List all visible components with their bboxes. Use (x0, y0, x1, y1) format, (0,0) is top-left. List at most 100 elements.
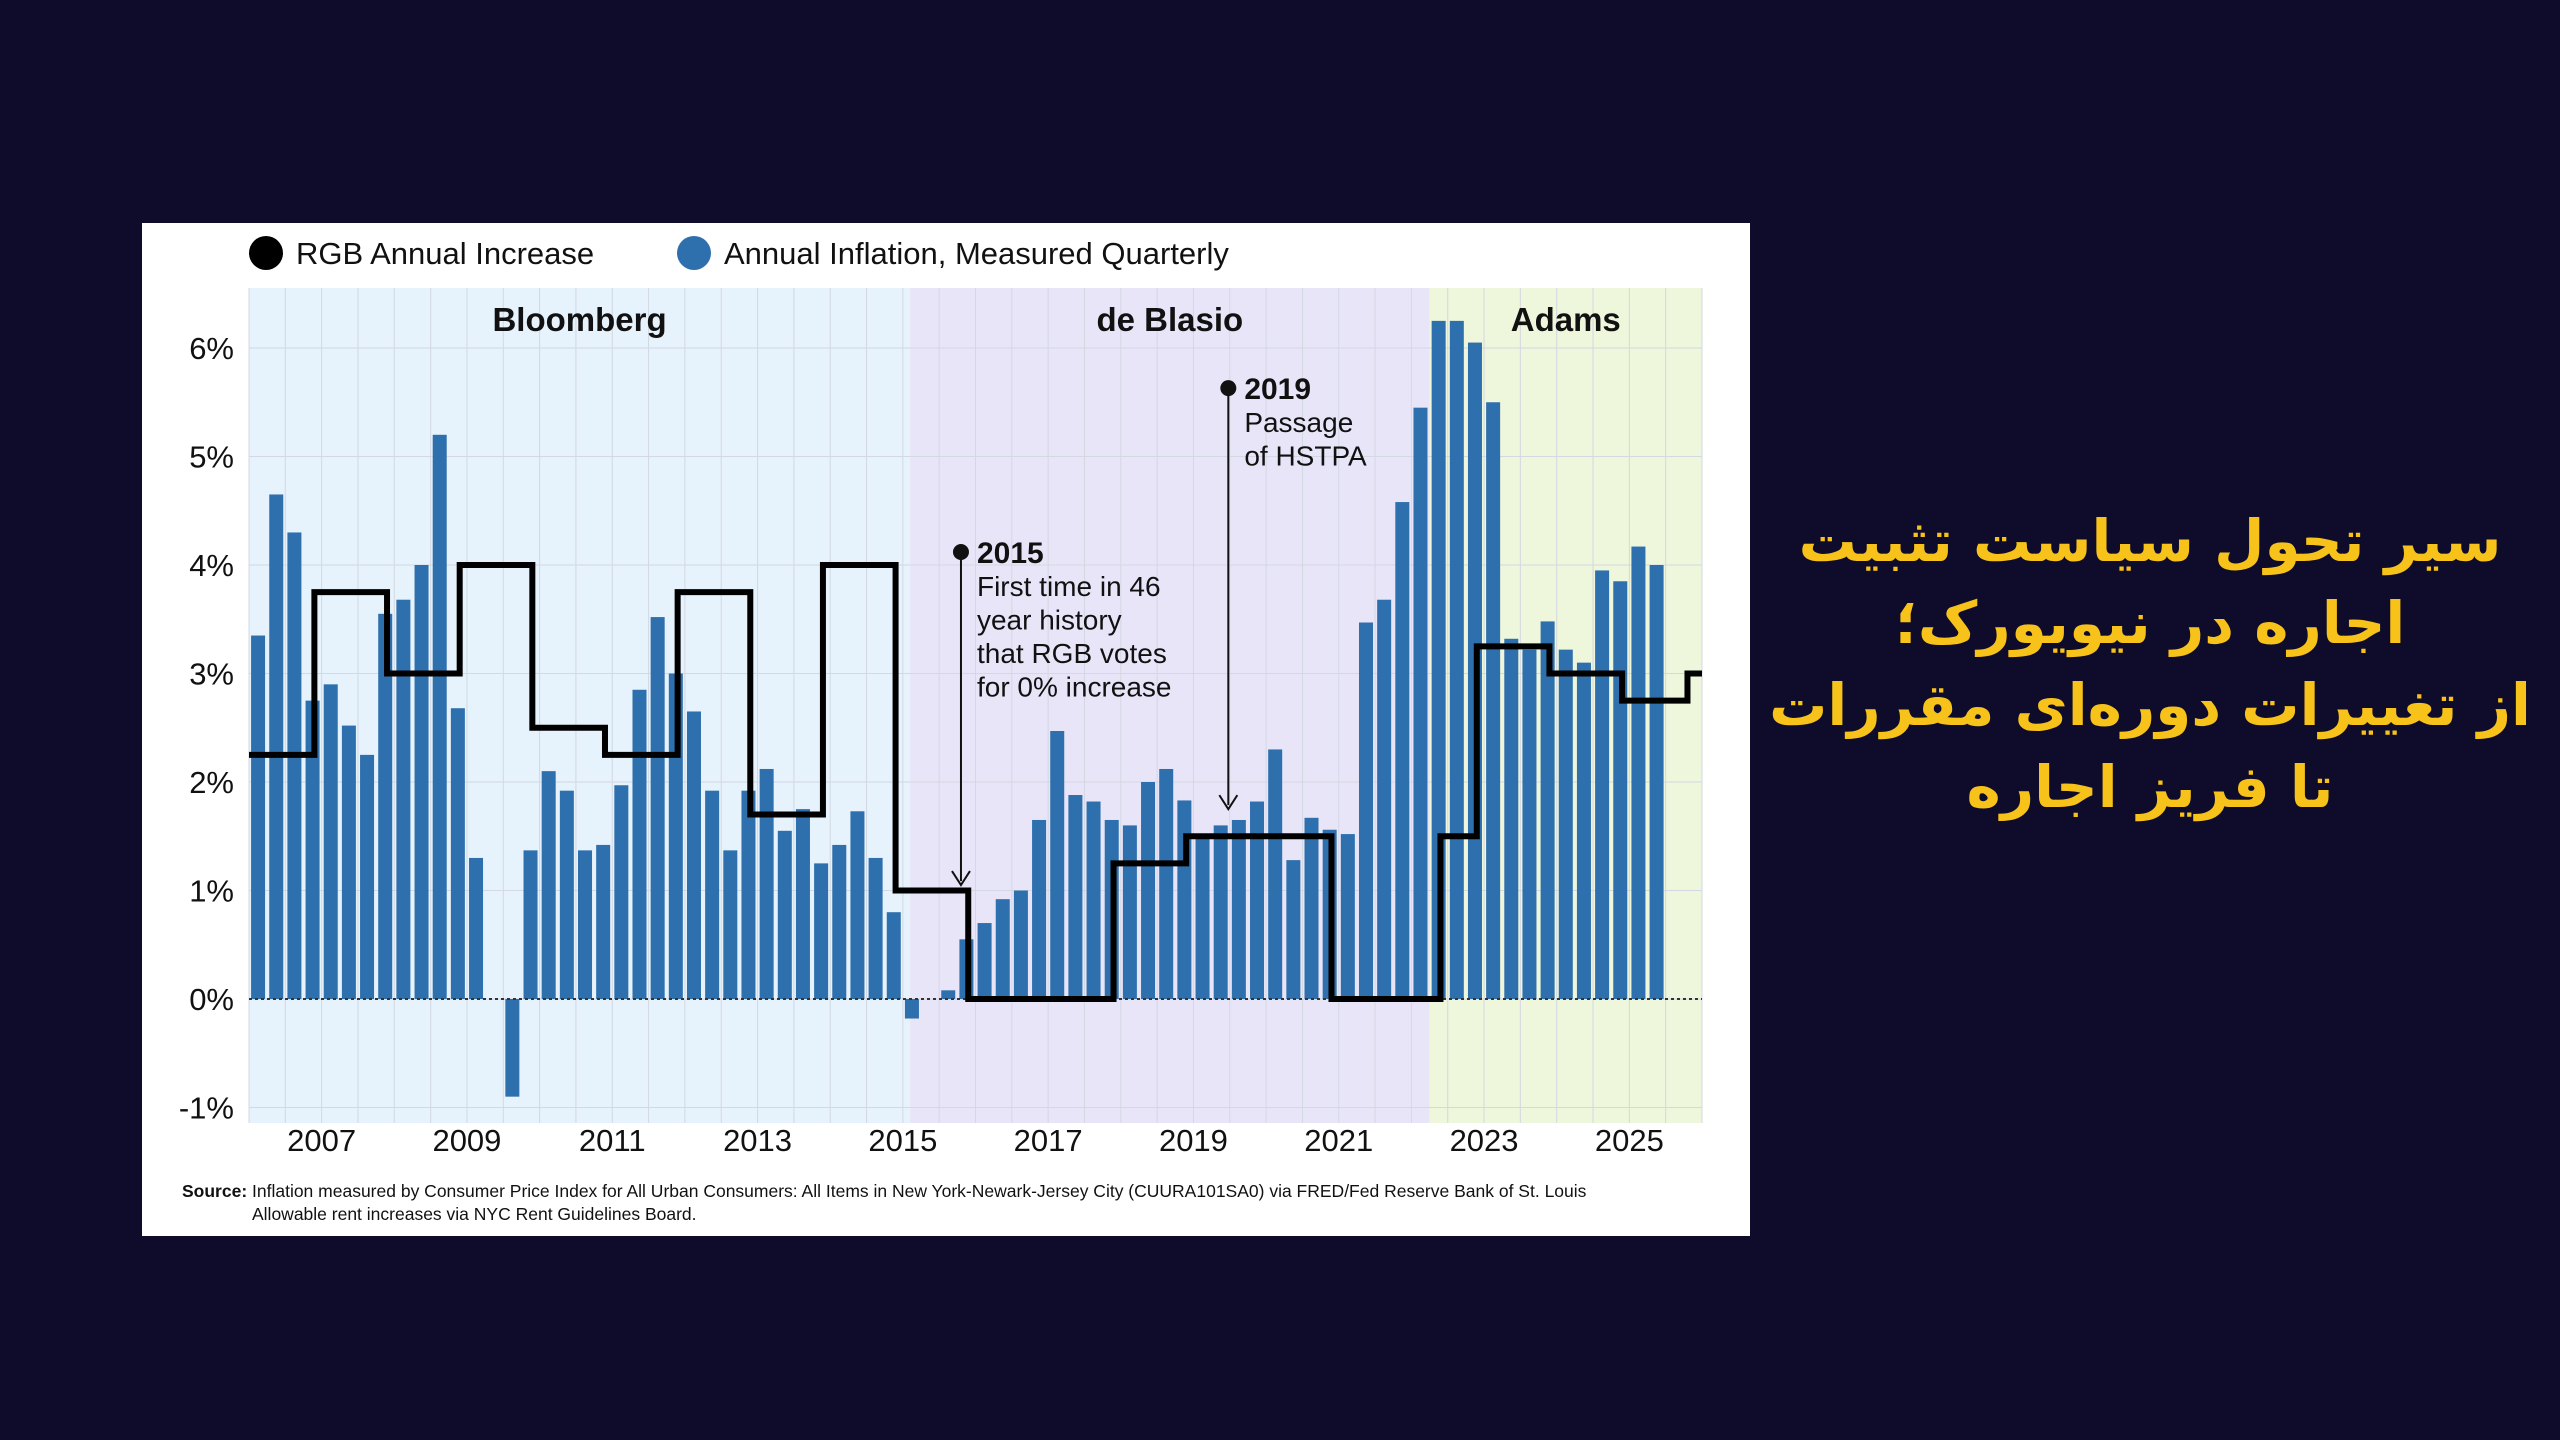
inflation-bar (868, 857, 883, 999)
annotation-dot (1220, 380, 1237, 397)
annotation-text: for 0% increase (977, 671, 1172, 702)
inflation-bar (450, 708, 465, 999)
inflation-bar (1540, 621, 1555, 999)
inflation-bar (705, 790, 720, 999)
inflation-bar (1631, 546, 1646, 999)
inflation-bar (832, 844, 847, 999)
y-tick-label: 1% (189, 874, 234, 909)
y-tick-label: 5% (189, 440, 234, 475)
inflation-bar (396, 599, 411, 999)
inflation-bar (1595, 570, 1610, 999)
inflation-bar (360, 754, 375, 999)
annotation-arrow-head (951, 870, 971, 887)
x-tick-label: 2017 (1014, 1123, 1083, 1158)
inflation-bar (795, 809, 810, 999)
headline-line-4: تا فریز اجاره (1966, 753, 2334, 821)
inflation-bar (1522, 649, 1537, 999)
x-tick-label: 2011 (579, 1123, 646, 1158)
source-line-2: Allowable rent increases via NYC Rent Gu… (252, 1204, 697, 1224)
inflation-bar (1032, 819, 1047, 999)
inflation-bar (886, 912, 901, 999)
inflation-bar (1122, 825, 1137, 999)
x-tick-label: 2025 (1595, 1123, 1664, 1158)
inflation-bar (1576, 662, 1591, 999)
headline: سیر تحول سیاست تثبیت اجاره در نیویورک؛ ا… (1760, 500, 2540, 828)
annotation-text: Passage (1244, 407, 1353, 438)
inflation-bar (686, 711, 701, 999)
headline-line-2: اجاره در نیویورک؛ (1894, 589, 2406, 657)
inflation-bar (614, 785, 629, 999)
annotation-text: year history (977, 604, 1122, 635)
inflation-bar (1358, 622, 1373, 999)
inflation-bar (541, 771, 556, 999)
inflation-bar (305, 700, 320, 999)
inflation-bar (1504, 638, 1519, 999)
inflation-bar (251, 635, 266, 999)
inflation-bar (850, 811, 865, 999)
inflation-bar (1268, 749, 1283, 999)
annotation-year: 2019 (1244, 373, 1311, 406)
x-tick-label: 2013 (723, 1123, 792, 1158)
inflation-bar (505, 999, 520, 1097)
x-tick-label: 2015 (868, 1123, 937, 1158)
inflation-bar (1613, 581, 1628, 999)
inflation-bar (759, 768, 774, 999)
inflation-bar (269, 494, 284, 999)
y-tick-label: 6% (189, 331, 234, 366)
inflation-bar (1013, 890, 1028, 999)
inflation-bar (1340, 834, 1355, 999)
x-tick-label: 2007 (287, 1123, 356, 1158)
inflation-bar (1558, 649, 1573, 999)
inflation-bar (341, 725, 356, 999)
inflation-bar (1486, 402, 1501, 999)
inflation-bar (941, 990, 956, 999)
inflation-bar (1213, 825, 1228, 999)
inflation-bar (1250, 801, 1265, 999)
inflation-bar (578, 850, 593, 999)
rgb-increase-step-line (249, 562, 1702, 1002)
x-tick-label: 2023 (1450, 1123, 1519, 1158)
inflation-bar (323, 684, 338, 999)
legend-swatch (249, 236, 283, 270)
inflation-bar (1050, 731, 1065, 999)
y-tick-label: -1% (179, 1091, 234, 1126)
y-tick-label: 2% (189, 765, 234, 800)
inflation-bar (995, 899, 1010, 999)
inflation-bar (1068, 795, 1083, 999)
inflation-bar (741, 790, 756, 999)
inflation-bar (1141, 782, 1156, 999)
chart-panel: Bloomberg de Blasio Adams 6% 5% 4% 3% 2% 1% 0% -1%… (142, 223, 1750, 1236)
inflation-vs-rgb-chart: Bloomberg de Blasio Adams 6% 5% 4% 3% 2% 1% 0% -1%… (179, 236, 1703, 1158)
x-tick-label: 2019 (1159, 1123, 1228, 1158)
y-tick-label: 0% (189, 982, 234, 1017)
inflation-bar (1304, 817, 1319, 999)
inflation-bar (1377, 599, 1392, 999)
inflation-bar (1177, 800, 1192, 999)
inflation-bar (432, 434, 447, 999)
inflation-bar (814, 863, 829, 999)
inflation-bar (378, 613, 393, 999)
inflation-bar (469, 857, 484, 999)
era-label: Adams (1511, 301, 1621, 338)
x-tick-label: 2021 (1304, 1123, 1373, 1158)
inflation-bar (1413, 407, 1428, 999)
x-tick-label: 2009 (432, 1123, 501, 1158)
inflation-bar (723, 850, 738, 999)
inflation-bar (777, 830, 792, 999)
source-line-1: Inflation measured by Consumer Price Ind… (252, 1181, 1587, 1201)
source-label: Source: (182, 1181, 248, 1201)
annotation-text: of HSTPA (1244, 441, 1367, 472)
y-tick-label: 4% (189, 548, 234, 583)
annotation-arrow-head (1218, 794, 1239, 811)
annotation-text: that RGB votes (977, 638, 1167, 669)
inflation-bar (650, 617, 665, 999)
inflation-bar (414, 565, 429, 999)
annotation-dot (952, 543, 969, 560)
inflation-bar (1231, 819, 1246, 999)
inflation-bar (1286, 860, 1301, 999)
annotation-text: First time in 46 (977, 571, 1161, 602)
inflation-bar (904, 999, 919, 1019)
headline-line-3: از تغییرات دوره‌ای مقررات (1769, 671, 2531, 739)
inflation-bar (1086, 801, 1101, 999)
inflation-bar (977, 923, 992, 999)
